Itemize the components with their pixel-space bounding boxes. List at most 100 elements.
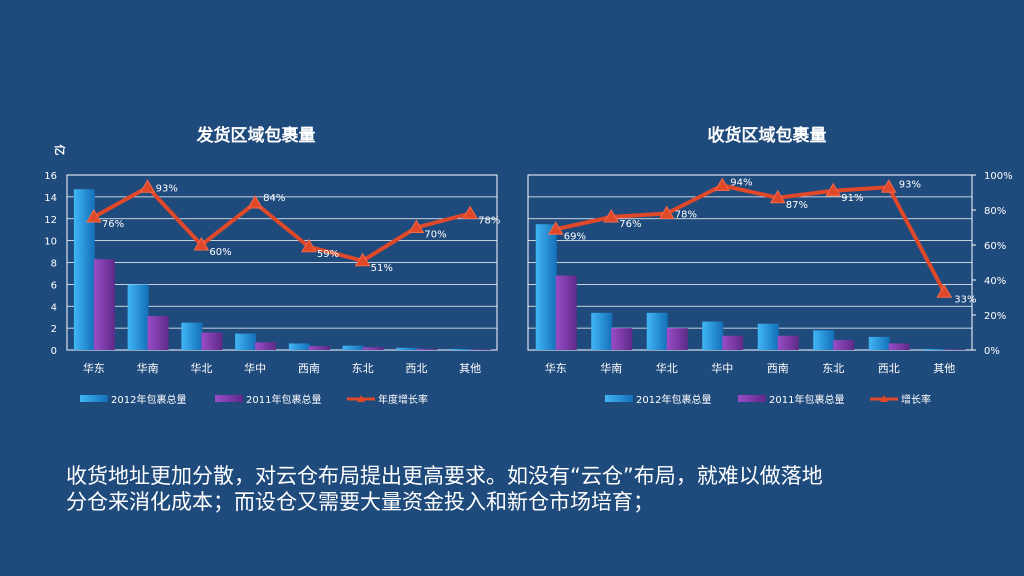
y-tick-label: 4	[51, 302, 57, 313]
growth-label: 33%	[954, 294, 976, 305]
y-axis-unit: 亿	[53, 145, 67, 156]
bar-2012	[868, 336, 890, 350]
legend-growth-label: 年度增长率	[378, 393, 428, 406]
bar-2011	[470, 349, 492, 350]
growth-label: 78%	[675, 210, 697, 221]
y2-tick-label: 80%	[984, 206, 1006, 217]
bar-2011	[611, 328, 633, 350]
growth-label: 91%	[841, 193, 863, 204]
bar-2011	[255, 342, 277, 350]
bar-2011	[416, 348, 438, 350]
legend-growth-marker	[880, 395, 888, 402]
x-tick-label: 华东	[545, 361, 567, 375]
bar-2011	[666, 328, 688, 350]
y-tick-label: 2	[51, 324, 57, 335]
growth-marker	[139, 179, 156, 193]
x-tick-label: 华中	[711, 361, 733, 375]
bar-2011	[93, 259, 115, 350]
growth-marker	[193, 237, 210, 251]
y-tick-label: 16	[44, 171, 57, 182]
legend-2012-swatch	[80, 395, 108, 402]
x-tick-label: 西北	[878, 362, 900, 375]
growth-label: 76%	[102, 219, 124, 230]
y-tick-label: 8	[51, 259, 57, 270]
growth-label: 59%	[317, 249, 339, 260]
growth-label: 93%	[156, 183, 178, 194]
x-tick-label: 西南	[767, 362, 789, 375]
x-tick-label: 华北	[190, 361, 212, 375]
growth-label: 84%	[263, 193, 285, 204]
x-tick-label: 华南	[600, 361, 622, 375]
growth-marker	[825, 182, 842, 197]
bar-2011	[722, 335, 744, 350]
growth-label: 76%	[619, 219, 641, 230]
growth-marker	[462, 205, 478, 219]
growth-marker	[86, 209, 102, 223]
y-tick-label: 14	[44, 193, 57, 204]
caption-line-1: 收货地址更加分散，对云仓布局提出更高要求。如没有“云仓”布局，就难以做落地	[66, 464, 823, 488]
y-tick-label: 10	[44, 237, 57, 248]
growth-marker	[547, 221, 564, 235]
legend-2012-swatch	[605, 395, 633, 402]
x-tick-label: 其他	[933, 362, 955, 375]
y2-tick-label: 60%	[984, 241, 1006, 252]
bar-2012	[646, 312, 668, 350]
bar-2012	[924, 348, 946, 350]
legend-2012-label: 2012年包裹总量	[636, 393, 711, 406]
y2-tick-label: 0%	[984, 346, 1000, 357]
growth-label: 69%	[564, 231, 586, 242]
growth-label: 87%	[786, 200, 808, 211]
y2-tick-label: 100%	[984, 171, 1013, 182]
x-tick-label: 西南	[298, 362, 320, 375]
y-tick-label: 12	[44, 215, 57, 226]
bar-2012	[591, 312, 613, 350]
bar-2012	[396, 347, 418, 350]
growth-marker	[658, 205, 675, 219]
growth-label: 70%	[424, 230, 446, 241]
legend-2011-label: 2011年包裹总量	[769, 393, 844, 406]
x-tick-label: 华北	[656, 361, 678, 375]
growth-line	[92, 185, 471, 263]
legend-2011-label: 2011年包裹总量	[246, 393, 321, 406]
x-tick-label: 其他	[459, 362, 481, 375]
bar-2012	[127, 284, 149, 350]
bar-2011	[777, 335, 799, 350]
growth-marker	[408, 219, 425, 233]
bar-2012	[181, 322, 203, 350]
bar-2012	[757, 323, 779, 350]
bar-2012	[450, 348, 472, 350]
growth-marker	[603, 209, 620, 223]
bar-2012	[235, 333, 257, 350]
y-tick-label: 0	[51, 346, 57, 357]
bar-2011	[308, 346, 330, 350]
growth-line	[555, 183, 947, 294]
x-tick-label: 东北	[822, 362, 844, 375]
legend-2012-label: 2012年包裹总量	[111, 393, 186, 406]
bar-2012	[288, 343, 310, 350]
bar-2011	[888, 343, 910, 350]
growth-label: 78%	[478, 216, 500, 227]
x-tick-label: 华中	[244, 361, 266, 375]
chart-title: 发货区域包裹量	[196, 125, 316, 146]
x-tick-label: 西北	[405, 362, 427, 375]
legend-2011-swatch	[215, 395, 243, 402]
x-tick-label: 东北	[352, 362, 374, 375]
growth-marker	[936, 284, 953, 298]
legend-growth-label: 增长率	[901, 393, 931, 406]
caption: 收货地址更加分散，对云仓布局提出更高要求。如没有“云仓”布局，就难以做落地 分仓…	[66, 463, 966, 515]
chart-title: 收货区域包裹量	[708, 125, 827, 146]
growth-marker	[247, 195, 263, 209]
growth-marker	[354, 252, 371, 267]
growth-label: 94%	[730, 178, 752, 189]
growth-label: 51%	[371, 263, 393, 274]
bar-2011	[555, 275, 577, 350]
bar-2012	[535, 224, 557, 350]
bar-2011	[201, 332, 223, 350]
growth-label: 93%	[899, 179, 921, 190]
legend-2011-swatch	[738, 395, 766, 402]
bar-2012	[813, 330, 835, 350]
bar-2012	[342, 345, 364, 350]
x-tick-label: 华东	[83, 361, 105, 375]
